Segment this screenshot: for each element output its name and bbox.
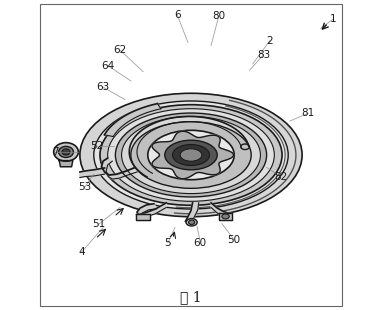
Text: 53: 53 [78,182,91,193]
Ellipse shape [173,144,209,166]
Ellipse shape [222,214,229,219]
Text: 50: 50 [228,235,241,245]
Polygon shape [129,117,249,177]
Ellipse shape [80,93,302,217]
Polygon shape [104,104,161,136]
Text: 81: 81 [302,108,315,118]
Polygon shape [185,203,199,221]
Ellipse shape [94,101,288,209]
Text: 52: 52 [90,141,104,151]
Ellipse shape [165,140,217,170]
Polygon shape [175,100,296,214]
Polygon shape [152,131,233,179]
Text: 82: 82 [274,172,287,182]
Ellipse shape [148,130,234,180]
Text: 64: 64 [101,60,114,70]
Text: 7: 7 [52,147,58,157]
Polygon shape [137,203,166,219]
Ellipse shape [100,105,282,205]
Polygon shape [136,214,150,220]
Polygon shape [211,203,228,218]
Ellipse shape [62,149,70,155]
Text: 51: 51 [92,219,105,229]
Text: 80: 80 [212,11,225,21]
Ellipse shape [58,146,73,157]
Ellipse shape [53,143,78,161]
Text: 1: 1 [330,14,336,24]
Text: 63: 63 [96,82,110,92]
Polygon shape [219,213,232,220]
Text: 83: 83 [257,50,270,60]
Ellipse shape [189,220,195,224]
Text: 4: 4 [78,247,85,257]
Ellipse shape [108,109,274,201]
Ellipse shape [115,113,267,197]
Ellipse shape [186,219,197,226]
Polygon shape [59,161,73,167]
Polygon shape [80,168,105,178]
Text: 图 1: 图 1 [180,290,202,304]
Ellipse shape [180,149,202,161]
Text: 60: 60 [194,238,207,248]
Polygon shape [102,158,137,179]
Text: 5: 5 [165,238,171,248]
Text: 6: 6 [174,10,180,20]
Text: 62: 62 [113,45,127,55]
Ellipse shape [131,122,251,188]
Text: 2: 2 [266,36,273,46]
Ellipse shape [121,117,261,193]
